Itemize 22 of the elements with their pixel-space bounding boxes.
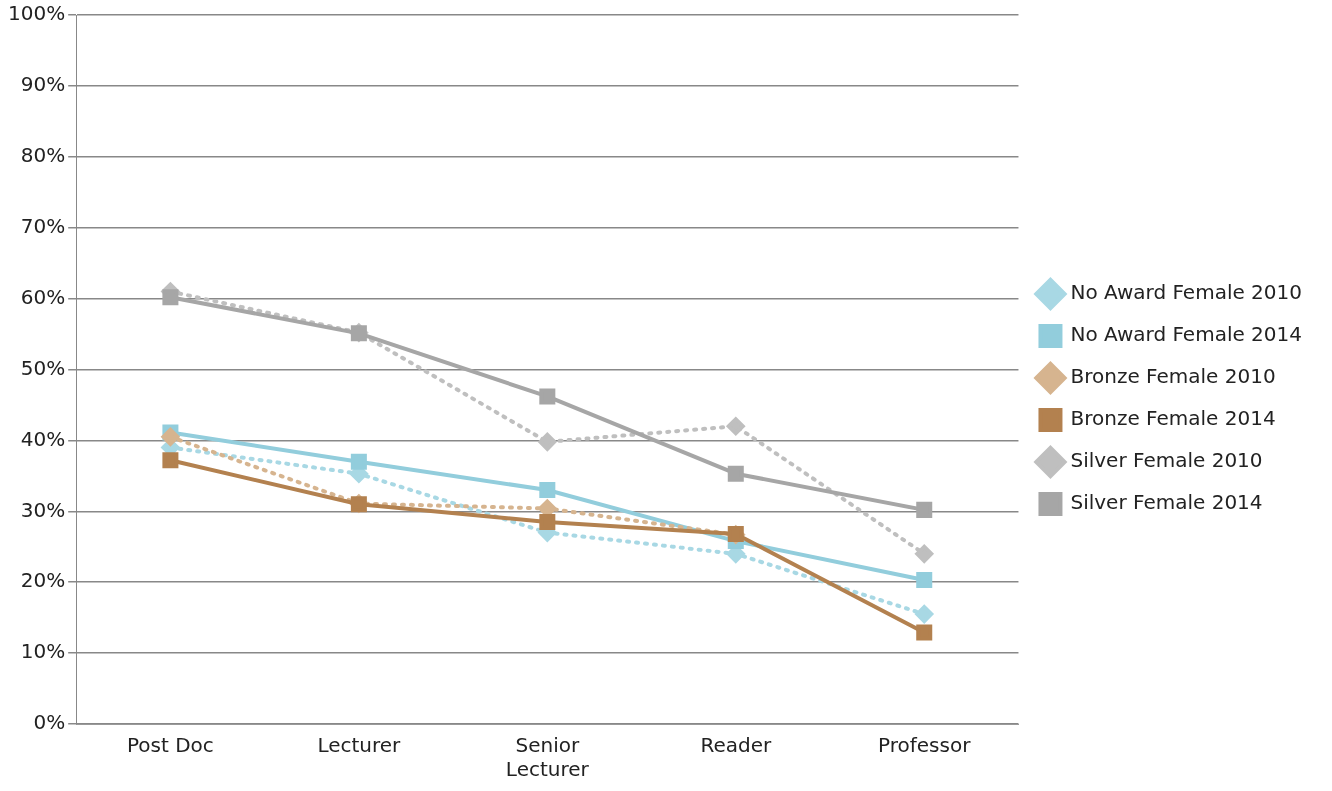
y-tick-label: 0% — [33, 710, 66, 735]
y-tick-label: 60% — [20, 284, 66, 309]
legend-label: No Award Female 2014 — [1070, 322, 1303, 347]
y-tick-label: 20% — [20, 568, 66, 593]
x-tick-label: Lecturer — [317, 733, 402, 758]
y-tick-label: 30% — [20, 497, 66, 522]
x-tick-label: Reader — [700, 733, 772, 758]
legend-label: Bronze Female 2010 — [1070, 364, 1276, 389]
x-tick-label: Senior Lecturer — [505, 733, 590, 782]
x-tick-label: Professor — [878, 733, 972, 758]
legend-label: Silver Female 2010 — [1070, 448, 1263, 473]
y-tick-label: 100% — [7, 1, 66, 26]
y-tick-label: 70% — [20, 213, 66, 238]
y-tick-label: 50% — [20, 355, 66, 380]
y-tick-label: 40% — [20, 426, 66, 451]
y-tick-label: 90% — [20, 72, 66, 97]
legend-label: Bronze Female 2014 — [1070, 406, 1276, 431]
legend-label: Silver Female 2014 — [1070, 490, 1263, 515]
x-tick-label: Post Doc — [126, 733, 214, 758]
y-tick-label: 10% — [20, 639, 66, 664]
legend-label: No Award Female 2010 — [1070, 280, 1303, 305]
y-tick-label: 80% — [20, 143, 66, 167]
